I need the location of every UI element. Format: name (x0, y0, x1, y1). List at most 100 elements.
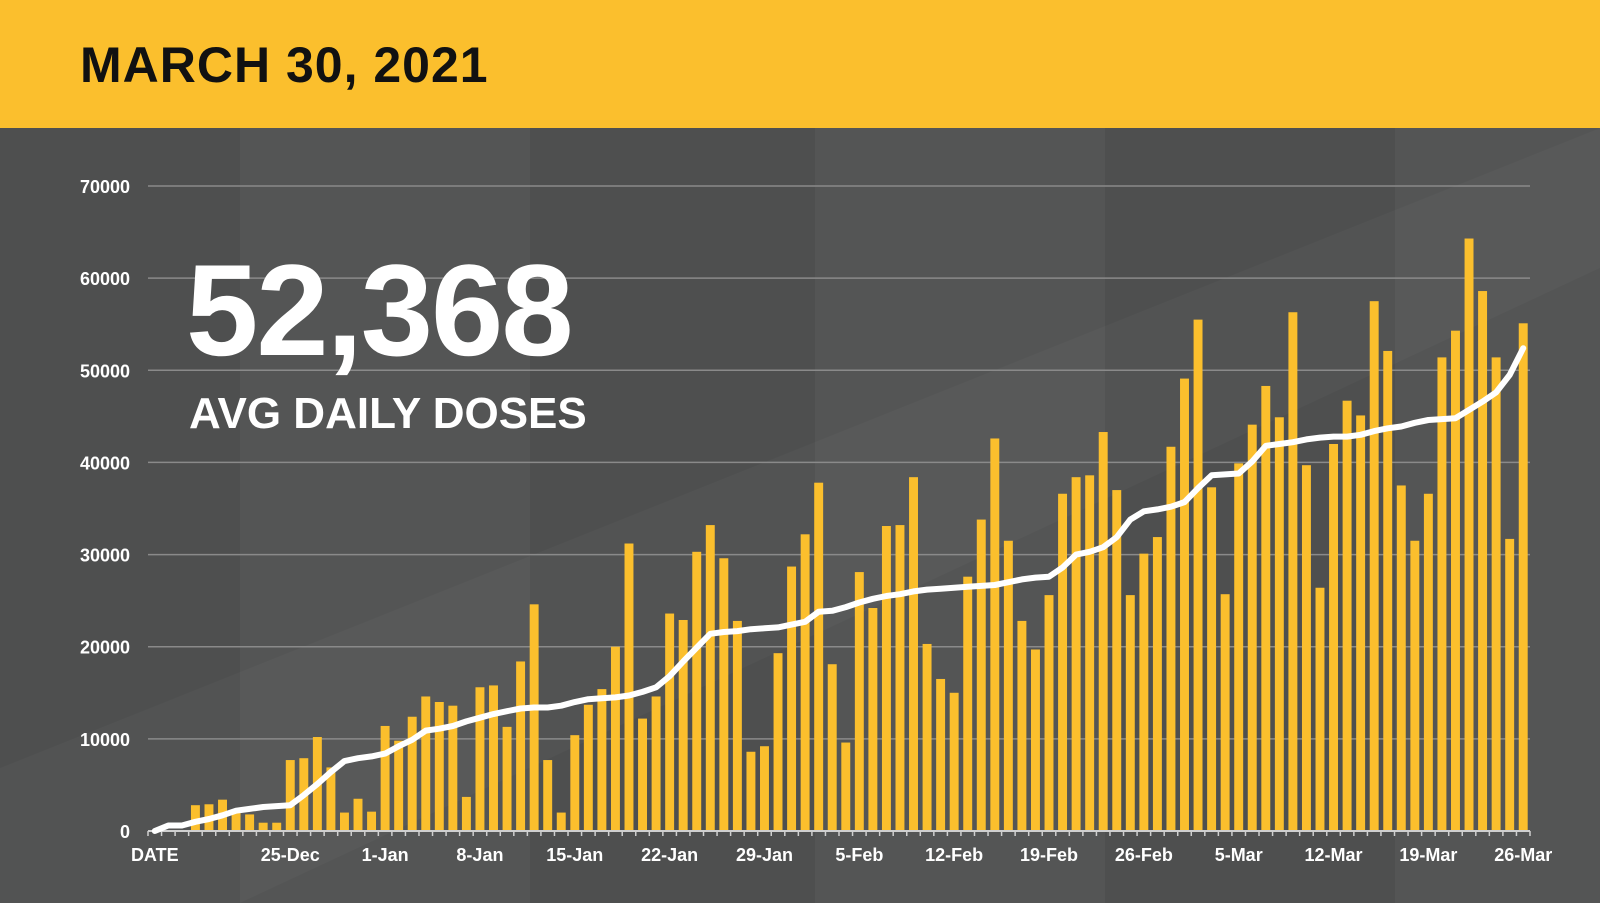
bar (285, 760, 295, 831)
bar (570, 735, 580, 831)
average-line (151, 345, 1527, 834)
bar (814, 482, 824, 831)
bar (272, 822, 282, 831)
avg-doses-value: 52,368 (186, 237, 574, 383)
y-tick-label: 40000 (80, 453, 130, 473)
bar (1234, 463, 1244, 831)
x-tick-label: 5-Mar (1215, 845, 1263, 865)
bar (922, 643, 932, 831)
bar (353, 798, 363, 831)
bar (245, 814, 255, 831)
bar (1261, 385, 1271, 831)
bar (732, 620, 742, 831)
bar (1274, 417, 1284, 831)
x-tick-label: 15-Jan (546, 845, 603, 865)
x-tick-label: 8-Jan (456, 845, 503, 865)
bar (881, 526, 891, 831)
bar (787, 566, 797, 831)
bar (1423, 493, 1433, 831)
y-tick-label: 10000 (80, 730, 130, 750)
bar (1180, 378, 1189, 831)
bar (1315, 587, 1325, 831)
y-tick-label: 20000 (80, 638, 130, 658)
bar (1193, 319, 1203, 831)
x-tick-label: 26-Feb (1115, 845, 1173, 865)
bar (827, 664, 837, 831)
bar (394, 740, 404, 831)
bar (407, 716, 417, 831)
bar (1017, 620, 1027, 831)
bar (1369, 301, 1379, 831)
x-tick-label: 26-Mar (1494, 845, 1552, 865)
bar (719, 558, 729, 831)
bar (1030, 649, 1040, 831)
bar (1505, 538, 1515, 831)
chart-area: 0 10000 20000 30000 40000 50000 60000 70000 DATE… (0, 128, 1600, 903)
y-tick-label: 50000 (80, 361, 130, 381)
bar (1139, 553, 1149, 831)
bar (1451, 330, 1460, 831)
bar (678, 619, 688, 831)
bar (502, 726, 512, 831)
x-tick-label: 12-Feb (925, 845, 983, 865)
bar (800, 534, 810, 831)
bar (1207, 487, 1217, 831)
bar (692, 551, 702, 831)
bar (773, 653, 783, 831)
bar (1491, 357, 1501, 831)
bar (1098, 432, 1108, 831)
bar (1288, 312, 1298, 831)
bar (936, 678, 946, 831)
bg-stripe (0, 128, 240, 903)
x-tick-label: 5-Feb (835, 845, 883, 865)
x-tick-label: 22-Jan (641, 845, 698, 865)
header-banner: MARCH 30, 2021 (0, 0, 1600, 128)
date-title: MARCH 30, 2021 (80, 37, 489, 93)
bar (1220, 594, 1230, 831)
bar (1044, 595, 1054, 831)
bar (1478, 291, 1488, 831)
bar (1356, 415, 1366, 831)
bar (1003, 540, 1013, 831)
bar (543, 760, 553, 831)
bar (326, 767, 336, 831)
bar (1247, 424, 1257, 831)
bar (1112, 490, 1122, 831)
bar (895, 525, 905, 831)
bar (1152, 537, 1162, 831)
bar (489, 685, 498, 831)
bar (231, 811, 241, 831)
bar (841, 742, 851, 831)
bar (868, 608, 878, 831)
bar (1058, 493, 1068, 831)
bar (638, 718, 648, 831)
bar (556, 812, 566, 831)
bar (1085, 475, 1095, 831)
y-tick-label: 0 (120, 822, 130, 842)
bar (760, 746, 769, 831)
bar (516, 661, 526, 831)
bar (909, 477, 918, 831)
bar (949, 692, 959, 831)
bar (1342, 400, 1352, 831)
bar (990, 438, 1000, 831)
bar (976, 519, 986, 831)
x-tick-label: 29-Jan (736, 845, 793, 865)
bar (1396, 485, 1406, 831)
bar (1301, 465, 1311, 831)
bar (1166, 446, 1176, 831)
bar (705, 525, 715, 831)
bar (1329, 444, 1339, 831)
bar (448, 705, 458, 831)
bar (665, 613, 675, 831)
x-tick-label: 19-Mar (1399, 845, 1457, 865)
bar (854, 572, 864, 831)
bar (1071, 477, 1081, 831)
x-tick-label: 1-Jan (362, 845, 409, 865)
x-tick-label: 19-Feb (1020, 845, 1078, 865)
y-tick-label: 60000 (80, 269, 130, 289)
x-tick-label: 25-Dec (261, 845, 320, 865)
bar (475, 687, 485, 831)
bar (339, 812, 349, 831)
bar (190, 805, 200, 831)
